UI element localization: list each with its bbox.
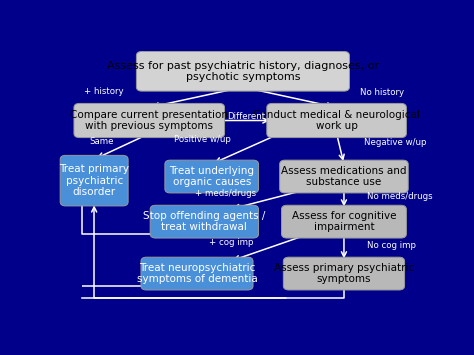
Text: + history: + history — [84, 87, 124, 96]
Text: No cog imp: No cog imp — [367, 241, 416, 250]
FancyBboxPatch shape — [74, 103, 225, 138]
FancyBboxPatch shape — [283, 257, 405, 290]
Text: + meds/drugs: + meds/drugs — [195, 189, 256, 198]
Text: Different: Different — [227, 113, 265, 121]
Text: No meds/drugs: No meds/drugs — [367, 192, 433, 201]
Text: Same: Same — [89, 137, 114, 146]
Text: Assess for cognitive
impairment: Assess for cognitive impairment — [292, 211, 396, 233]
Text: Treat primary
psychiatric
disorder: Treat primary psychiatric disorder — [59, 164, 129, 197]
FancyBboxPatch shape — [150, 205, 258, 238]
Text: Compare current presentation
with previous symptoms: Compare current presentation with previo… — [70, 110, 228, 131]
Text: Stop offending agents /
treat withdrawal: Stop offending agents / treat withdrawal — [143, 211, 265, 233]
Text: Negative w/up: Negative w/up — [364, 138, 427, 147]
FancyBboxPatch shape — [137, 51, 349, 91]
FancyBboxPatch shape — [60, 155, 128, 206]
FancyBboxPatch shape — [267, 103, 406, 138]
Text: Positive w/up: Positive w/up — [174, 135, 231, 144]
Text: Assess for past psychiatric history, diagnoses, or
psychotic symptoms: Assess for past psychiatric history, dia… — [107, 60, 379, 82]
Text: Treat underlying
organic causes: Treat underlying organic causes — [169, 166, 254, 187]
FancyBboxPatch shape — [165, 160, 258, 193]
FancyBboxPatch shape — [280, 160, 408, 193]
Text: Conduct medical & neurological
work up: Conduct medical & neurological work up — [253, 110, 420, 131]
Text: + cog imp: + cog imp — [210, 237, 254, 247]
FancyBboxPatch shape — [282, 205, 406, 238]
Text: No history: No history — [360, 88, 405, 97]
Text: Assess medications and
substance use: Assess medications and substance use — [281, 166, 407, 187]
Text: Treat neuropsychiatric
symptoms of dementia: Treat neuropsychiatric symptoms of demen… — [137, 263, 257, 284]
FancyBboxPatch shape — [141, 257, 253, 290]
Text: Assess primary psychiatric
symptoms: Assess primary psychiatric symptoms — [274, 263, 414, 284]
